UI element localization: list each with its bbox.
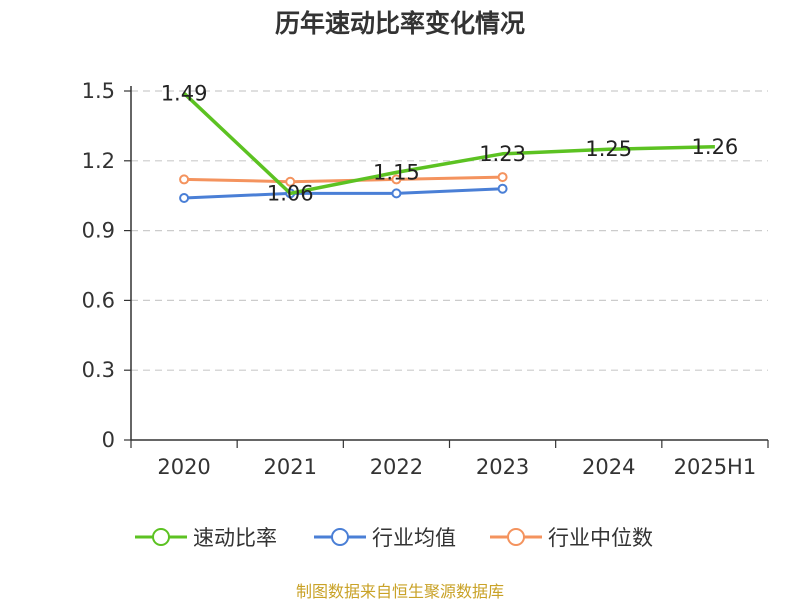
legend-label: 行业中位数: [548, 526, 653, 550]
x-tick-label: 2021: [264, 455, 317, 479]
x-tick-label: 2022: [370, 455, 423, 479]
legend: 速动比率 行业均值 行业中位数: [0, 519, 800, 555]
y-tick-label: 0.3: [82, 358, 115, 382]
legend-dot: [331, 528, 349, 546]
series-line-1: [184, 187, 503, 200]
legend-marker-icon: [490, 528, 542, 546]
series-point-1: [497, 183, 508, 194]
legend-dot: [507, 528, 525, 546]
axes: 0 0.3 0.6 0.9 1.2 1.5 2020 2021 2022 2023 2024 2025…: [82, 79, 769, 479]
y-tick-label: 1.5: [82, 79, 115, 103]
series-point-2: [391, 174, 402, 185]
data-label: 1.25: [585, 137, 632, 161]
chart-title: 历年速动比率变化情况: [274, 9, 525, 38]
legend-label: 速动比率: [193, 526, 277, 550]
data-label: 1.26: [692, 135, 739, 159]
legend-dot: [152, 528, 170, 546]
data-label: 1.49: [161, 81, 208, 105]
series-line-0: [182, 92, 715, 196]
data-label: 1.15: [373, 160, 420, 184]
data-label: 1.23: [479, 142, 526, 166]
series-point-1: [179, 193, 190, 204]
y-tick-label: 0: [102, 428, 115, 452]
x-tick-label: 2023: [476, 455, 529, 479]
source-note: 制图数据来自恒生聚源数据库: [295, 582, 504, 601]
y-tick-label: 0.9: [82, 219, 115, 243]
grid-lines: [131, 90, 768, 371]
x-tick-label: 2024: [582, 455, 635, 479]
data-labels: 1.49 1.06 1.15 1.23 1.25 1.26: [161, 81, 739, 205]
x-tick-label: 2020: [157, 455, 210, 479]
legend-marker-icon: [314, 528, 366, 546]
series-point-2: [179, 174, 190, 185]
series-point-2: [497, 172, 508, 183]
series-lines: [179, 92, 715, 204]
data-label: 1.06: [267, 181, 314, 205]
legend-marker-icon: [135, 528, 187, 546]
y-tick-label: 1.2: [82, 149, 115, 173]
series-point-1: [391, 188, 402, 199]
x-tick-label: 2025H1: [674, 455, 757, 479]
legend-label: 行业均值: [372, 526, 456, 550]
y-tick-label: 0.6: [82, 288, 115, 312]
series-point-2: [285, 176, 296, 187]
series-line-2: [184, 175, 503, 184]
